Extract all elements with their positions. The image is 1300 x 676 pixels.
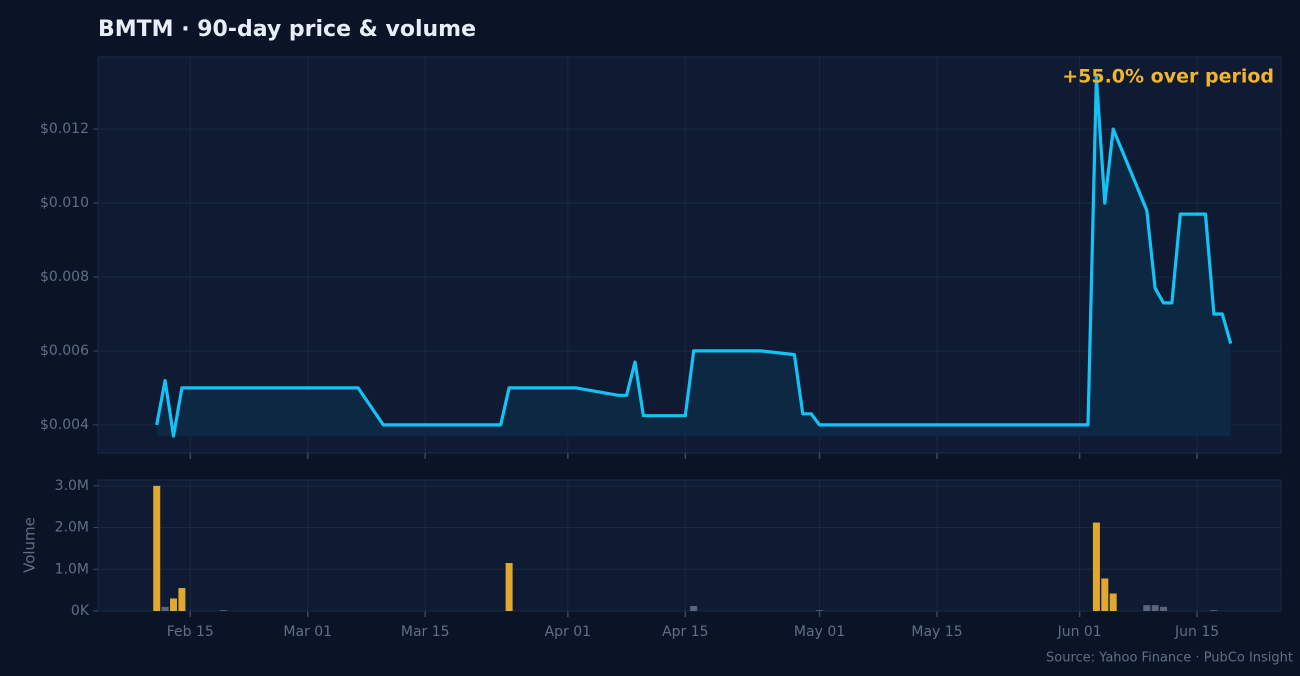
y-axis-label: Volume: [21, 517, 39, 573]
y-tick-label: $0.010: [40, 195, 89, 211]
x-tick-label: Mar 15: [401, 624, 450, 640]
x-tick-label: Jun 15: [1174, 624, 1219, 640]
annotation: +55.0% over period: [1062, 66, 1274, 88]
x-tick-label: May 01: [794, 624, 845, 640]
y-tick-label: $0.004: [40, 417, 89, 433]
y-tick-label: 1.0M: [55, 561, 89, 577]
x-tick-label: May 15: [911, 624, 962, 640]
volume-bar: [161, 606, 169, 611]
y-tick-label: $0.012: [40, 121, 89, 137]
volume-panel: [97, 479, 1282, 612]
x-tick-label: Feb 15: [167, 624, 214, 640]
chart-title: BMTM · 90-day price & volume: [98, 17, 476, 42]
volume-bar: [1109, 593, 1117, 611]
price-area: [156, 77, 1231, 437]
volume-bar: [1092, 522, 1100, 611]
x-tick-label: Mar 01: [283, 624, 332, 640]
y-tick-label: 0K: [71, 603, 90, 619]
volume-bar: [1143, 605, 1151, 611]
volume-bar: [153, 485, 161, 611]
volume-bar: [505, 563, 513, 611]
volume-bar: [220, 610, 228, 611]
source-note: Source: Yahoo Finance · PubCo Insight: [1046, 651, 1293, 666]
x-tick-label: Jun 01: [1057, 624, 1102, 640]
y-tick-label: $0.006: [40, 343, 89, 359]
volume-bar: [1151, 605, 1159, 611]
volume-bar: [1210, 610, 1218, 611]
volume-bar: [690, 605, 698, 611]
y-tick-label: 2.0M: [55, 520, 89, 536]
volume-bar: [1101, 578, 1109, 611]
volume-bar: [178, 588, 186, 611]
x-tick-label: Apr 01: [545, 624, 591, 640]
x-tick-label: Apr 15: [662, 624, 708, 640]
volume-bar: [816, 610, 824, 611]
volume-bar: [1160, 606, 1168, 611]
y-tick-label: $0.008: [40, 269, 89, 285]
price-line: [155, 75, 1233, 438]
volume-bar: [170, 598, 178, 611]
y-tick-label: 3.0M: [55, 478, 89, 494]
